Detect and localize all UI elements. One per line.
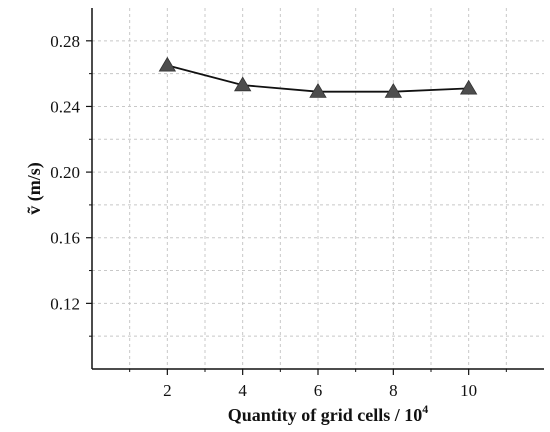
axes-layer <box>86 8 544 375</box>
x-tick-label: 4 <box>238 381 247 400</box>
data-point-triangle <box>459 79 478 95</box>
x-tick-label: 10 <box>460 381 477 400</box>
y-tick-label: 0.16 <box>50 229 80 248</box>
data-point-triangle <box>309 83 327 98</box>
y-tick-label: 0.28 <box>50 32 80 51</box>
x-axis-title-text: Quantity of grid cells / 10 <box>228 405 423 425</box>
y-tick-label: 0.24 <box>50 97 80 116</box>
x-axis-title-superscript: 4 <box>422 402 428 416</box>
x-tick-label: 2 <box>163 381 172 400</box>
labels-layer: 2 4 6 8 10 0.12 0.16 0.20 0.24 0.28 Quantity of gr… <box>24 32 477 425</box>
data-point-triangle <box>158 56 177 72</box>
y-tick-label: 0.12 <box>50 294 80 313</box>
data-point-triangle <box>384 83 403 98</box>
grid-layer <box>92 8 544 369</box>
y-tick-label: 0.20 <box>50 163 80 182</box>
x-axis-title: Quantity of grid cells / 104 <box>228 402 429 425</box>
y-axis-title: ṽ (m/s) <box>24 162 45 215</box>
data-point-triangle <box>233 76 252 92</box>
series-layer <box>158 56 478 98</box>
x-tick-label: 8 <box>389 381 398 400</box>
x-tick-label: 6 <box>314 381 323 400</box>
